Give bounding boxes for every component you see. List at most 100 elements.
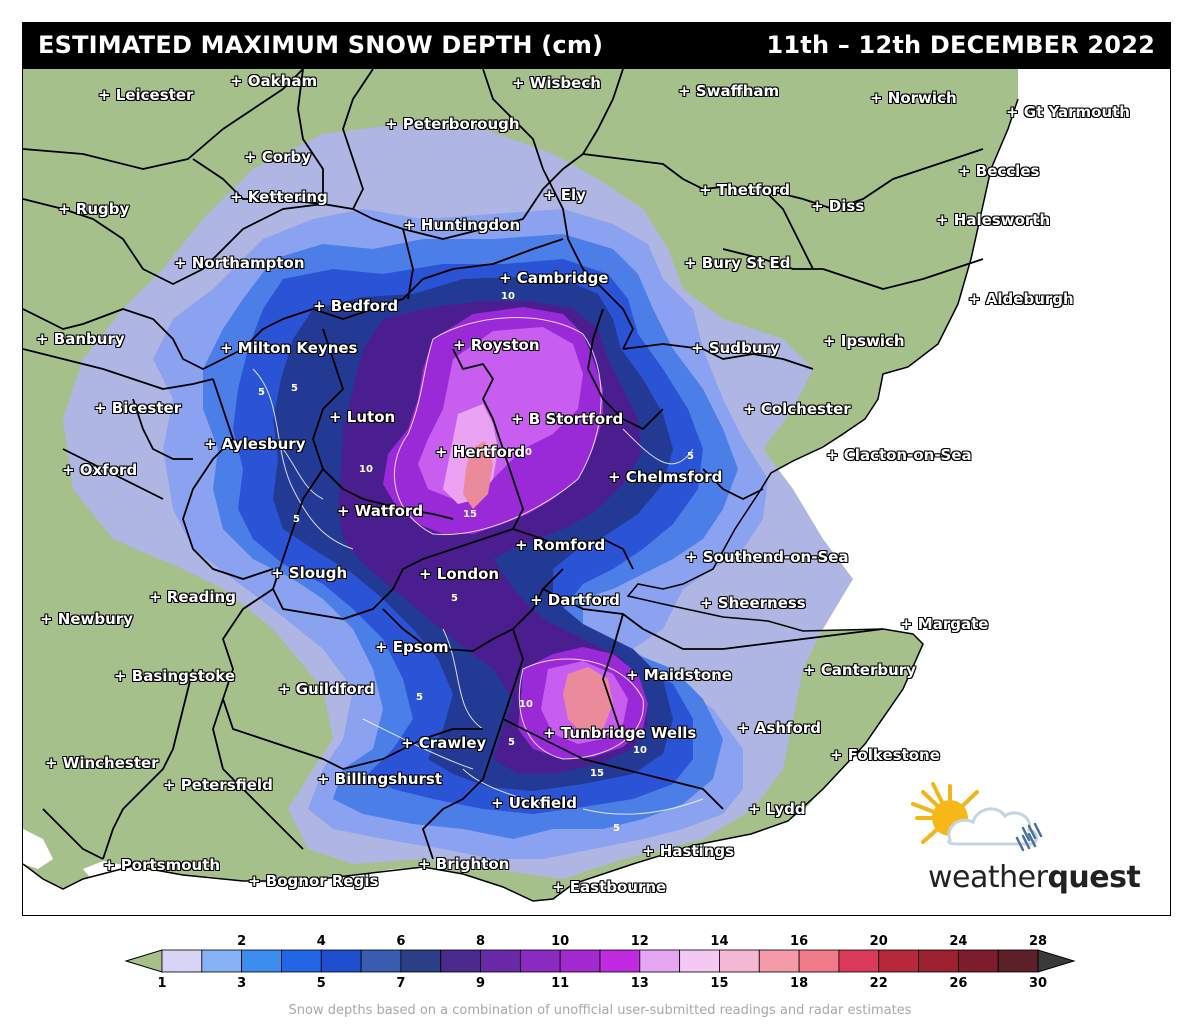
legend-bin <box>241 949 282 973</box>
town-label: + Brighton <box>418 855 510 873</box>
legend-bin <box>918 949 959 973</box>
town-label: + Watford <box>337 502 424 520</box>
legend-bin <box>201 949 243 973</box>
town-label: + Slough <box>271 564 348 582</box>
town-label: + Uckfield <box>491 794 578 812</box>
contour-label: 5 <box>687 451 694 462</box>
legend-bin <box>639 949 681 973</box>
town-label: + Ipswich <box>823 332 905 350</box>
town-label: + Corby <box>244 148 312 166</box>
legend-bin <box>360 949 402 973</box>
colour-scale-legend: 2 4 6 8 10 12 14 16 20 24 28 1 3 5 7 9 11 13 15 18 22 26 30 <box>120 930 1080 1000</box>
town-label: + Diss <box>811 197 865 215</box>
town-label: + Lydd <box>748 800 806 818</box>
contour-label: 5 <box>291 383 298 394</box>
town-label: + Chelmsford <box>608 468 723 486</box>
town-label: + Banbury <box>36 330 125 348</box>
legend-tick-label: 10 <box>551 934 570 949</box>
legend-bin <box>320 949 362 973</box>
legend-tick-label: 7 <box>396 976 406 991</box>
town-label: + Swaffham <box>678 82 780 100</box>
town-label: + Petersfield <box>163 776 273 794</box>
legend-tick-label: 3 <box>237 976 247 991</box>
legend-bin <box>480 949 521 973</box>
town-label: + Wisbech <box>512 74 601 92</box>
legend-tick-label: 12 <box>630 934 649 949</box>
weatherquest-logo <box>911 782 1043 852</box>
town-label: + Milton Keynes <box>220 339 358 357</box>
contour-label: 5 <box>258 387 265 398</box>
town-label: + Ely <box>543 186 586 204</box>
town-label: + Bury St Ed <box>684 254 791 272</box>
town-label: + Kettering <box>230 188 328 206</box>
weatherquest-wordmark: weatherquest <box>928 860 1141 895</box>
legend-tick-label: 13 <box>630 976 649 991</box>
legend-bin <box>719 949 760 973</box>
town-label: + Margate <box>900 615 989 633</box>
contour-label: 5 <box>613 823 620 834</box>
town-label: + Bedford <box>313 297 399 315</box>
legend-tick-label: 30 <box>1028 976 1048 991</box>
town-label: + Aldeburgh <box>968 290 1074 308</box>
town-label: + Basingstoke <box>114 667 235 685</box>
contour-label: 5 <box>451 593 458 604</box>
legend-tick-label: 16 <box>790 934 809 949</box>
town-label: + Epsom <box>375 638 449 656</box>
town-label: + Huntingdon <box>403 216 521 234</box>
legend-bin <box>997 949 1039 973</box>
town-label: + Luton <box>329 408 396 426</box>
town-label: + Winchester <box>45 754 159 772</box>
contour-label: 5 <box>508 737 515 748</box>
legend-high-arrow <box>1037 949 1076 973</box>
town-label: + Rugby <box>58 200 130 218</box>
town-label: + Bognor Regis <box>248 872 379 890</box>
legend-bin <box>878 949 919 973</box>
town-label: + Reading <box>149 588 236 606</box>
snow-depth-map[interactable] <box>23 69 1171 916</box>
town-label: + London <box>419 565 500 583</box>
town-label: + Sudbury <box>691 339 780 357</box>
legend-tick-label: 1 <box>157 976 167 991</box>
town-label: + Leicester <box>98 86 194 104</box>
town-label: + Guildford <box>278 680 375 698</box>
legend-bin <box>281 949 322 973</box>
legend-tick-label: 18 <box>790 976 809 991</box>
town-label: + Crawley <box>401 734 487 752</box>
town-label: + Bicester <box>94 399 182 417</box>
footnote: Snow depths based on a combination of un… <box>288 1003 912 1018</box>
town-label: + Norwich <box>870 89 957 107</box>
legend-tick-label: 2 <box>237 934 247 949</box>
town-label: + Portsmouth <box>103 856 221 874</box>
town-label: + Folkestone <box>830 746 940 764</box>
town-label: + Hertford <box>435 443 526 461</box>
legend-tick-label: 20 <box>869 934 888 949</box>
legend-bin <box>679 949 720 973</box>
town-label: + Sheerness <box>700 594 806 612</box>
legend-bin <box>599 949 641 973</box>
town-label: + Beccles <box>958 162 1040 180</box>
town-label: + Dartford <box>530 591 620 609</box>
depth-band-16-20-south <box>563 667 613 734</box>
contour-label: 10 <box>633 745 647 756</box>
legend-tick-label: 26 <box>949 976 968 991</box>
contour-label: 0 <box>525 447 532 458</box>
map-frame[interactable]: 10 5 5 10 5 5 5 10 10 15 5 5 15 5 0 <box>22 68 1171 916</box>
legend-bin <box>798 949 840 973</box>
town-label: + Canterbury <box>803 661 916 679</box>
legend-bin <box>519 949 561 973</box>
sun-icon <box>911 782 979 844</box>
contour-label: 15 <box>590 768 604 779</box>
town-label: + Maidstone <box>626 666 732 684</box>
town-label: + Ashford <box>737 719 821 737</box>
legend-tick-label: 6 <box>396 934 406 949</box>
legend-bin <box>440 949 481 973</box>
legend-bin <box>400 949 442 973</box>
town-label: + Halesworth <box>936 211 1051 229</box>
colour-scale-bar <box>124 949 1076 973</box>
town-label: + Colchester <box>743 400 851 418</box>
legend-tick-label: 8 <box>476 934 486 949</box>
town-label: + Oxford <box>62 461 138 479</box>
legend-bin <box>838 949 880 973</box>
contour-label: 15 <box>463 509 477 520</box>
legend-tick-label: 22 <box>869 976 888 991</box>
